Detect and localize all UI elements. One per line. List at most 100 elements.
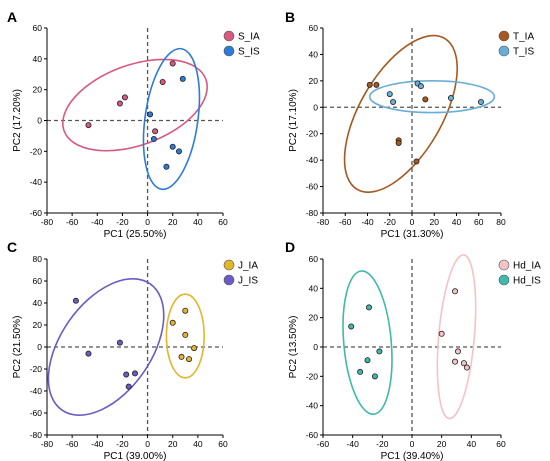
x-axis-label: PC1 (39.00%)	[104, 451, 167, 461]
y-tick-label: 0	[313, 342, 318, 352]
x-tick-label: 20	[168, 439, 178, 449]
data-point-hd-ia	[454, 348, 461, 355]
data-point-hd-is	[371, 373, 378, 380]
data-point-j-is	[131, 370, 138, 377]
data-point-s-is	[179, 75, 186, 82]
data-point-hd-ia	[438, 330, 445, 337]
x-axis-label: PC1 (31.30%)	[381, 229, 444, 240]
x-tick-label: -20	[116, 217, 129, 227]
x-tick-label: 0	[410, 439, 415, 449]
y-tick-label: -60	[30, 408, 43, 418]
y-tick-label: 20	[309, 76, 319, 86]
x-tick-label: 0	[145, 217, 150, 227]
y-tick-label: -80	[30, 430, 43, 440]
x-tick-label: 60	[496, 439, 506, 449]
data-point-s-ia	[121, 94, 128, 101]
y-tick-label: 0	[313, 102, 318, 112]
data-point-s-ia	[152, 128, 159, 135]
x-tick-label: -40	[91, 439, 104, 449]
data-point-hd-is	[365, 304, 372, 311]
data-point-t-is	[386, 91, 393, 98]
x-tick-label: 40	[193, 217, 203, 227]
y-tick-label: -40	[306, 155, 319, 165]
panel-b: B -80 -60 -40 -20 0 20 40 60 80 -80 -60 -40 -20 0 20 40 6…	[285, 9, 534, 240]
x-tick-label: -60	[66, 439, 79, 449]
x-tick-label: -80	[317, 217, 330, 227]
legend-swatch	[498, 45, 510, 57]
panel-letter: B	[285, 9, 295, 25]
data-point-j-is	[123, 371, 130, 378]
y-tick-label: 60	[33, 23, 43, 33]
data-point-s-is	[163, 163, 170, 170]
x-tick-label: -60	[339, 217, 352, 227]
confidence-ellipse-hd-is	[342, 270, 393, 416]
y-tick-label: -80	[306, 208, 319, 218]
x-tick-label: 0	[410, 217, 415, 227]
data-point-hd-is	[364, 357, 371, 364]
data-point-j-is	[85, 350, 92, 357]
legend-swatch	[498, 30, 510, 42]
data-point-t-ia	[395, 139, 402, 146]
y-tick-label: -60	[306, 430, 319, 440]
y-tick-label: -40	[30, 386, 43, 396]
x-tick-label: 40	[452, 217, 462, 227]
legend-label: T_IA	[513, 32, 534, 43]
y-tick-label: -20	[30, 364, 43, 374]
data-point-j-ia	[186, 356, 193, 363]
y-tick-label: 40	[33, 298, 43, 308]
y-tick-label: 40	[309, 283, 319, 293]
data-point-j-is	[116, 339, 123, 346]
x-tick-label: 0	[145, 439, 150, 449]
legend-swatch	[223, 274, 235, 286]
legend-label: J_IS	[238, 276, 258, 287]
y-tick-label: 60	[309, 254, 319, 264]
x-tick-label: -20	[376, 439, 389, 449]
y-axis-label: PC2 (17.20%)	[12, 89, 23, 152]
x-tick-label: 40	[467, 439, 477, 449]
legend-label: T_IS	[513, 47, 534, 58]
legend-label: J_IA	[238, 261, 258, 272]
x-tick-label: 40	[193, 439, 203, 449]
y-tick-label: 80	[33, 254, 43, 264]
data-point-s-ia	[169, 60, 176, 67]
confidence-ellipse-t-ia	[343, 34, 458, 193]
y-tick-label: 20	[309, 313, 319, 323]
confidence-ellipse-s-ia	[62, 58, 208, 152]
y-tick-label: -40	[30, 177, 43, 187]
y-axis-label: PC2 (17.10%)	[288, 89, 299, 152]
data-point-hd-is	[357, 368, 364, 375]
y-tick-label: 60	[309, 23, 319, 33]
y-tick-label: 40	[309, 49, 319, 59]
data-point-hd-ia	[460, 360, 467, 367]
y-tick-label: 20	[33, 320, 43, 330]
data-point-j-ia	[178, 353, 185, 360]
data-point-t-ia	[413, 158, 420, 165]
legend-label: Hd_IS	[513, 276, 541, 287]
data-point-s-ia	[85, 122, 92, 129]
data-point-t-ia	[422, 96, 429, 103]
data-point-s-is	[147, 111, 154, 118]
data-point-j-ia	[182, 331, 189, 338]
confidence-ellipse-s-is	[142, 47, 201, 191]
data-point-hd-ia	[452, 358, 459, 365]
x-tick-label: -40	[91, 217, 104, 227]
x-axis-label: PC1 (25.50%)	[104, 229, 167, 240]
data-point-hd-ia	[463, 364, 470, 371]
data-point-hd-is	[376, 348, 383, 355]
data-point-hd-ia	[452, 288, 459, 295]
x-tick-label: -40	[347, 439, 360, 449]
x-axis-label: PC1 (39.40%)	[381, 451, 444, 461]
y-tick-label: -60	[30, 208, 43, 218]
data-point-s-is	[175, 148, 182, 155]
x-tick-label: 60	[218, 439, 228, 449]
x-tick-label: -80	[41, 439, 54, 449]
x-tick-label: 60	[218, 217, 228, 227]
y-tick-label: 40	[33, 54, 43, 64]
confidence-ellipse-t-is	[368, 80, 496, 114]
legend-label: S_IS	[238, 47, 260, 58]
x-tick-label: -80	[41, 217, 54, 227]
data-point-s-is	[150, 135, 157, 142]
data-point-t-ia	[366, 81, 373, 88]
confidence-ellipse-j-is	[47, 277, 165, 417]
